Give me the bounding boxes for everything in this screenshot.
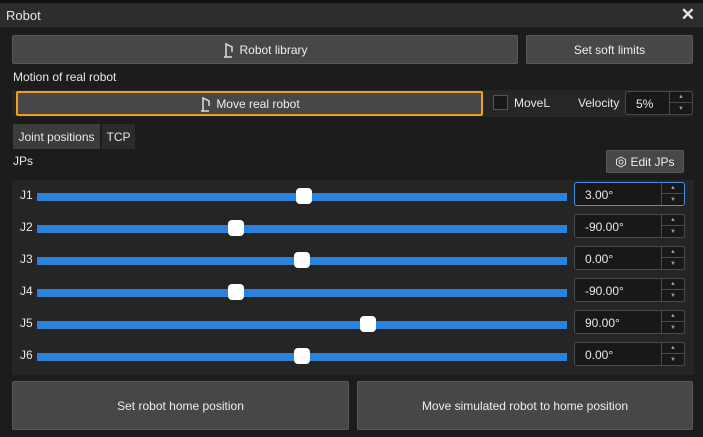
velocity-value: 5% xyxy=(636,97,654,111)
decrement-icon[interactable]: ▼ xyxy=(670,292,676,299)
increment-icon[interactable]: ▲ xyxy=(662,247,684,258)
decrement-icon[interactable]: ▼ xyxy=(670,260,676,267)
slider-handle[interactable] xyxy=(294,252,310,268)
robot-arm-icon xyxy=(224,42,234,58)
joint-spinbox[interactable]: 0.00° ▲ ▼ xyxy=(574,246,685,270)
joint-label: J2 xyxy=(20,220,33,234)
move-real-robot-button[interactable]: Move real robot xyxy=(16,91,483,116)
increment-icon[interactable]: ▲ xyxy=(670,92,692,103)
tab-joint-positions[interactable]: Joint positions xyxy=(13,124,100,149)
movel-label: MoveL xyxy=(514,96,551,110)
joint-spinbox[interactable]: 90.00° ▲ ▼ xyxy=(574,310,685,334)
motion-section-label: Motion of real robot xyxy=(13,70,117,84)
joint-row: J3 0.00° ▲ ▼ xyxy=(12,245,694,277)
movel-checkbox[interactable] xyxy=(493,95,508,110)
increment-icon[interactable]: ▲ xyxy=(662,343,684,354)
robot-arm-icon xyxy=(201,96,211,112)
joint-spinbox[interactable]: 3.00° ▲ ▼ xyxy=(574,182,685,206)
decrement-icon[interactable]: ▼ xyxy=(670,196,676,203)
decrement-icon[interactable]: ▼ xyxy=(670,228,676,235)
robot-library-label: Robot library xyxy=(239,42,308,57)
increment-icon[interactable]: ▲ xyxy=(662,215,684,226)
velocity-spinbox[interactable]: 5% ▲ ▼ xyxy=(625,91,693,115)
velocity-label: Velocity xyxy=(578,96,620,110)
joint-value: 0.00° xyxy=(585,252,614,266)
joint-row: J2 -90.00° ▲ ▼ xyxy=(12,213,694,245)
slider-handle[interactable] xyxy=(227,220,244,236)
joint-value: 90.00° xyxy=(585,316,620,330)
joint-row: J1 3.00° ▲ ▼ xyxy=(12,181,694,213)
increment-icon[interactable]: ▲ xyxy=(662,183,684,194)
joint-slider[interactable] xyxy=(37,188,567,204)
move-simulated-home-button[interactable]: Move simulated robot to home position xyxy=(357,381,693,430)
joint-label: J3 xyxy=(20,252,33,266)
joint-value: 3.00° xyxy=(585,188,614,202)
joint-slider[interactable] xyxy=(37,316,567,332)
joint-spinbox[interactable]: -90.00° ▲ ▼ xyxy=(574,278,685,302)
robot-library-button[interactable]: Robot library xyxy=(12,35,518,64)
joint-label: J6 xyxy=(20,348,33,362)
slider-handle[interactable] xyxy=(294,348,310,364)
joint-slider[interactable] xyxy=(37,220,567,236)
slider-handle[interactable] xyxy=(360,316,377,332)
joint-value: 0.00° xyxy=(585,348,614,362)
joint-slider[interactable] xyxy=(37,284,567,300)
joint-row: J6 0.00° ▲ ▼ xyxy=(12,341,694,373)
joint-label: J4 xyxy=(20,284,33,298)
hexagon-settings-icon xyxy=(616,155,627,168)
jps-label: JPs xyxy=(13,154,34,168)
set-soft-limits-button[interactable]: Set soft limits xyxy=(526,35,693,64)
set-robot-home-button[interactable]: Set robot home position xyxy=(12,381,349,430)
joint-spinbox[interactable]: 0.00° ▲ ▼ xyxy=(574,342,685,366)
joint-slider[interactable] xyxy=(37,348,567,364)
title-bar: Robot ✕ xyxy=(0,0,703,27)
edit-jps-button[interactable]: Edit JPs xyxy=(606,150,684,173)
close-icon[interactable]: ✕ xyxy=(680,5,695,24)
joint-spinbox[interactable]: -90.00° ▲ ▼ xyxy=(574,214,685,238)
decrement-icon[interactable]: ▼ xyxy=(670,324,676,331)
increment-icon[interactable]: ▲ xyxy=(662,279,684,290)
edit-jps-label: Edit JPs xyxy=(630,154,675,169)
joint-value: -90.00° xyxy=(585,284,624,298)
tab-tcp[interactable]: TCP xyxy=(102,124,135,149)
joint-row: J5 90.00° ▲ ▼ xyxy=(12,309,694,341)
move-real-robot-label: Move real robot xyxy=(216,96,300,111)
window-title: Robot xyxy=(6,8,41,23)
joint-label: J5 xyxy=(20,316,33,330)
joint-sliders-panel: J1 3.00° ▲ ▼ J2 -90.00° ▲ ▼ J3 0.00° ▲ ▼ J4… xyxy=(12,180,694,375)
decrement-icon[interactable]: ▼ xyxy=(670,356,676,363)
decrement-icon[interactable]: ▼ xyxy=(678,105,684,112)
joint-row: J4 -90.00° ▲ ▼ xyxy=(12,277,694,309)
increment-icon[interactable]: ▲ xyxy=(662,311,684,322)
joint-value: -90.00° xyxy=(585,220,624,234)
slider-handle[interactable] xyxy=(227,284,244,300)
joint-label: J1 xyxy=(20,188,33,202)
slider-handle[interactable] xyxy=(296,188,313,204)
joint-slider[interactable] xyxy=(37,252,567,268)
